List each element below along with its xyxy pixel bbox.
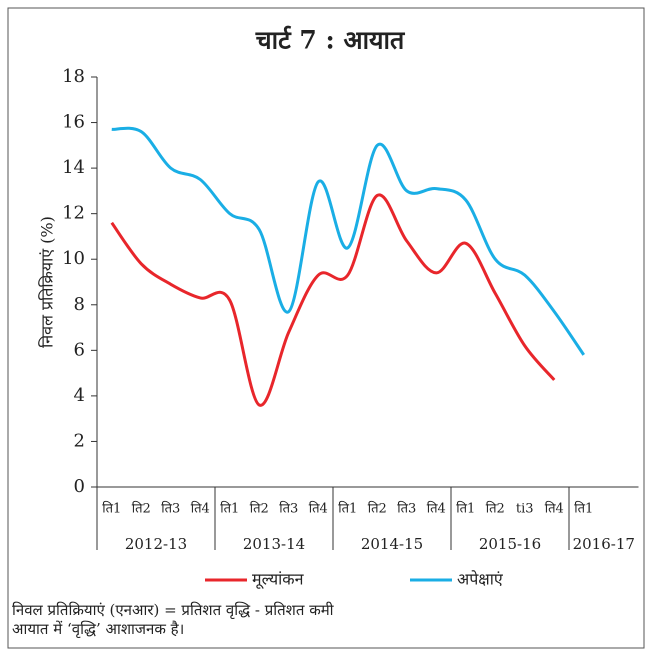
y-tick-label: 18 xyxy=(62,66,85,87)
x-tick-label: ति2 xyxy=(250,501,269,517)
x-tick-label: ति3 xyxy=(279,501,298,517)
note: आयात में ‘वृद्धि’ आशाजनक है। xyxy=(12,620,184,639)
x-tick-label: ति3 xyxy=(161,501,180,517)
x-tick-label: ति4 xyxy=(545,501,564,517)
y-tick-label: 8 xyxy=(74,294,85,315)
legend-label: अपेक्षाएं xyxy=(457,570,504,589)
group-label: 2015-16 xyxy=(479,535,541,553)
x-tick-label: ति1 xyxy=(574,501,593,517)
x-tick-label: ति1 xyxy=(338,501,357,517)
series-line xyxy=(110,193,556,407)
group-label: 2013-14 xyxy=(243,535,305,553)
x-tick-label: ति1 xyxy=(102,501,121,517)
x-tick-label: ति3 xyxy=(397,501,416,517)
group-label: 2012-13 xyxy=(125,535,187,553)
frame xyxy=(7,7,645,649)
y-tick-label: 14 xyxy=(62,157,85,178)
legend-label: मूल्यांकन xyxy=(252,570,305,590)
x-tick-label: ति4 xyxy=(427,501,446,517)
x-tick-label: ति2 xyxy=(132,501,151,517)
y-tick-label: 6 xyxy=(74,339,85,360)
chart-title: चार्ट 7 : आयात xyxy=(255,26,406,55)
x-tick-label: ti3 xyxy=(516,502,534,517)
x-tick-label: ति2 xyxy=(486,501,505,517)
group-label: 2016-17 xyxy=(573,535,635,553)
y-tick-label: 0 xyxy=(74,476,85,497)
x-tick-label: ति1 xyxy=(220,501,239,517)
y-tick-label: 16 xyxy=(62,112,85,133)
x-tick-label: ति1 xyxy=(456,501,475,517)
y-tick-label: 2 xyxy=(74,430,85,451)
note: निवल प्रतिक्रियाएं (एनआर) = प्रतिशत वृद्… xyxy=(12,601,335,620)
y-tick-label: 12 xyxy=(62,203,85,224)
series-line xyxy=(111,126,585,356)
group-label: 2014-15 xyxy=(361,535,423,553)
x-tick-label: ति4 xyxy=(309,501,328,517)
x-tick-label: ति4 xyxy=(191,501,210,517)
x-tick-label: ति2 xyxy=(368,501,387,517)
y-tick-label: 4 xyxy=(74,385,85,406)
y-tick-label: 10 xyxy=(62,248,85,269)
y-axis-label: निवल प्रतिक्रियाएं (%) xyxy=(38,216,57,348)
